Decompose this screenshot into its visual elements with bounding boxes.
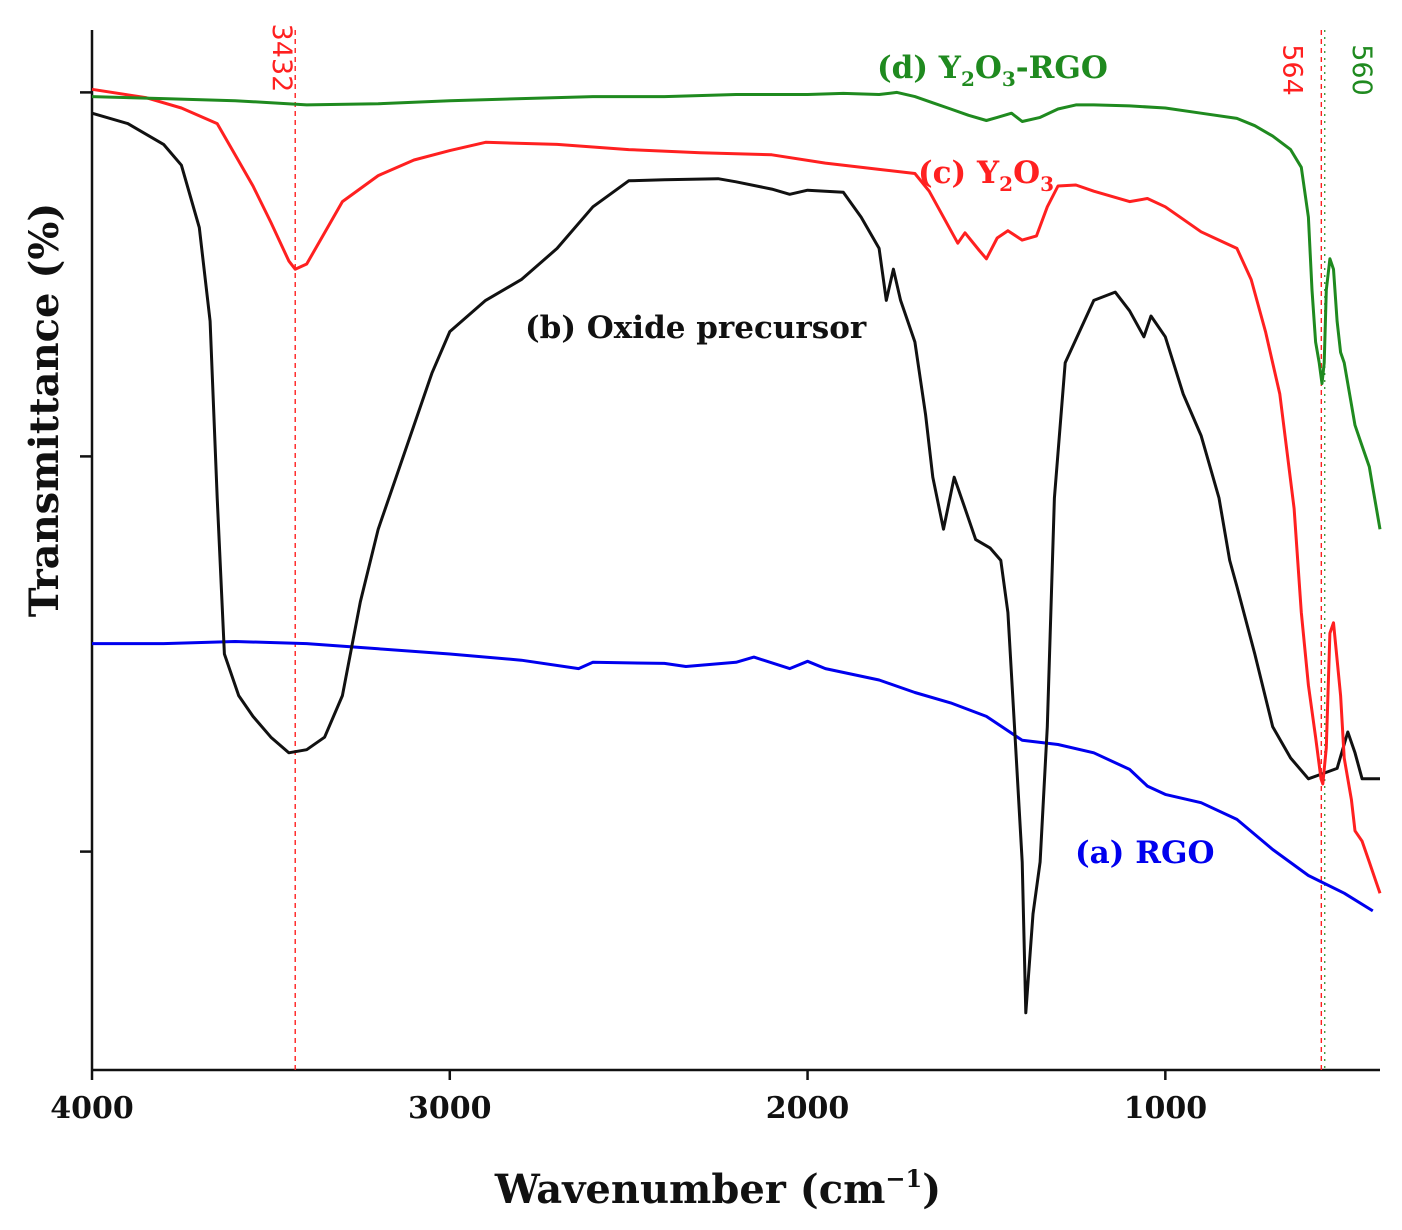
series-line-d	[91, 90, 1382, 530]
x-axis-title: Wavenumber (cm−1)	[494, 1164, 941, 1213]
series-label-d-sub2: 3	[1002, 67, 1016, 91]
ref-label-560: 560	[1346, 44, 1377, 96]
x-axis-title-main: Wavenumber (cm	[494, 1166, 886, 1213]
series-label-c-sub1: 2	[999, 172, 1013, 196]
series-lines	[91, 87, 1382, 1015]
x-tick-label-2000: 2000	[766, 1091, 850, 1126]
series-label-c-part1: (c) Y	[918, 155, 1000, 191]
x-axis-title-sup: −1	[885, 1164, 922, 1193]
x-tick-label-3000: 3000	[408, 1091, 492, 1126]
series-line-b	[91, 111, 1380, 1015]
series-label-b: (b) Oxide precursor	[525, 310, 867, 346]
x-tick-label-4000: 4000	[50, 1091, 134, 1126]
x-axis-title-close: )	[922, 1166, 941, 1213]
series-label-a: (a) RGO	[1075, 835, 1214, 871]
series-label-d-sub1: 2	[961, 67, 975, 91]
series-label-d-part3: -RGO	[1016, 50, 1108, 86]
series-label-d: (d) Y2O3-RGO	[877, 50, 1108, 91]
series-label-c-sub2: 3	[1040, 172, 1054, 196]
ref-label-3432: 3432	[266, 24, 297, 93]
x-tick-label-1000: 1000	[1124, 1091, 1208, 1126]
series-label-c-part2: O	[1013, 155, 1040, 191]
y-axis-ticks	[80, 91, 92, 853]
y-axis-title: Transmittance (%)	[21, 203, 68, 618]
series-label-d-part2: O	[975, 50, 1002, 86]
ref-label-564: 564	[1276, 44, 1307, 96]
series-label-c: (c) Y2O3	[918, 155, 1054, 196]
x-axis-ticks: 4000 3000 2000 1000	[50, 1070, 1207, 1126]
series-label-d-part1: (d) Y	[877, 50, 962, 86]
series-line-c	[91, 87, 1382, 894]
reference-lines: 3432 564 560	[266, 24, 1377, 1070]
series-line-a	[92, 640, 1374, 913]
